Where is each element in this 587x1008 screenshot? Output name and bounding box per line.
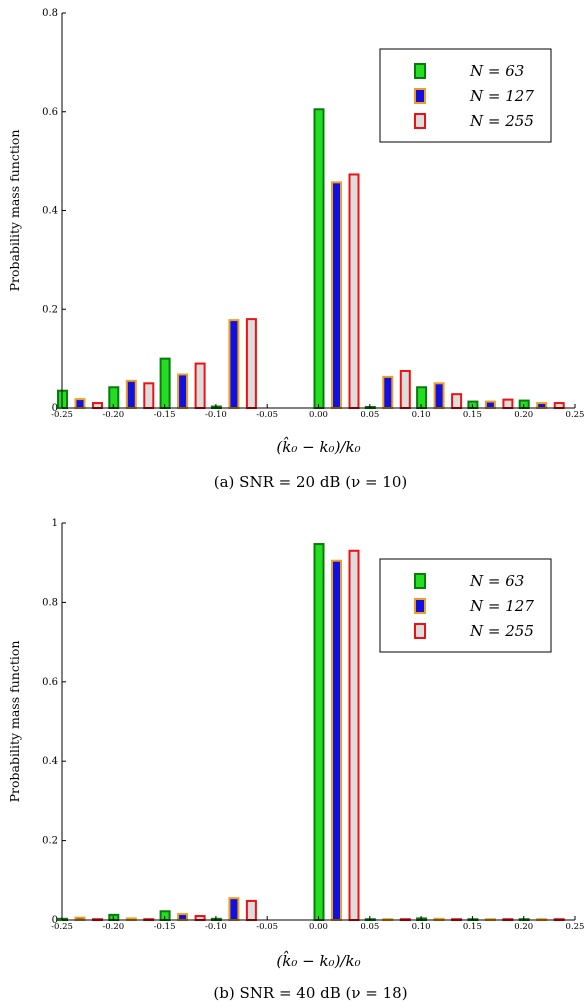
bar-0-2	[159, 357, 171, 410]
x-tick-label: 0.00	[309, 922, 328, 932]
bar-2-0	[92, 402, 103, 409]
legend: N = 63 N = 127 N = 255	[379, 48, 552, 143]
x-tick-label: 0.20	[514, 410, 533, 420]
bar-1-6	[382, 375, 394, 410]
y-tick-label: 1	[52, 518, 58, 529]
bar-1-0	[74, 398, 86, 409]
x-axis-label: (k̂₀ − k₀)/k₀	[276, 951, 360, 970]
x-tick-label: 0.15	[463, 410, 482, 420]
bar-1-5	[331, 559, 342, 922]
legend-label: N = 127	[469, 597, 534, 615]
y-tick-label: 0.4	[42, 206, 58, 217]
bar-1-5	[331, 181, 342, 409]
chart-panel-b: 0 0.2 0.4 0.6 0.8 1 -0.25 -0.20 -0.15 -0.10 -0.05 0…	[7, 518, 584, 1002]
bar-1-1	[125, 379, 137, 409]
legend-swatch	[414, 623, 426, 639]
bar-2-9	[553, 402, 565, 409]
x-tick-label: 0.25	[566, 922, 585, 932]
y-tick-label: 0	[52, 915, 58, 926]
x-tick-label: -0.10	[205, 922, 227, 932]
y-tick-label: 0.4	[42, 756, 58, 767]
bar-2-7	[451, 393, 463, 409]
bar-2-1	[143, 382, 155, 409]
y-axis-label: Probability mass function	[7, 130, 22, 292]
legend-box	[379, 48, 552, 143]
bar-1-2	[177, 913, 189, 921]
y-tick-label: 0	[52, 403, 58, 414]
bar-1-9	[536, 402, 548, 409]
legend-label: N = 255	[469, 622, 534, 640]
x-tick-label: 0.05	[360, 922, 379, 932]
bar-2-3	[245, 899, 257, 922]
y-tick-label: 0.6	[42, 107, 58, 118]
bar-0-5	[313, 543, 325, 921]
x-tick-label: -0.20	[102, 922, 124, 932]
x-tick-label: 0.15	[463, 922, 482, 932]
bar-2-5	[348, 549, 360, 921]
legend-box	[379, 558, 552, 653]
bar-2-2	[194, 915, 206, 922]
x-tick-label: -0.10	[205, 410, 227, 420]
x-tick-label: 0.20	[514, 922, 533, 932]
x-tick-label: -0.15	[154, 922, 176, 932]
y-tick-label: 0.8	[42, 597, 58, 608]
legend: N = 63 N = 127 N = 255	[379, 558, 552, 653]
panel-caption: (b) SNR = 40 dB (ν = 18)	[213, 984, 407, 1002]
legend-swatch	[414, 63, 426, 79]
legend-label: N = 63	[469, 62, 524, 80]
x-tick-label: -0.05	[256, 410, 278, 420]
bar-0-5	[313, 108, 325, 409]
y-tick-label: 0.2	[42, 836, 58, 847]
x-tick-label: -0.25	[51, 410, 73, 420]
x-tick-label: -0.20	[102, 410, 124, 420]
panel-caption: (a) SNR = 20 dB (ν = 10)	[214, 473, 407, 491]
legend-swatch	[414, 113, 426, 129]
legend-label: N = 255	[469, 112, 534, 130]
x-tick-label: 0.00	[309, 410, 328, 420]
bar-2-2	[194, 362, 206, 409]
bar-1-2	[177, 373, 189, 409]
x-axis-label: (k̂₀ − k₀)/k₀	[276, 437, 360, 456]
bar-2-8	[502, 398, 514, 409]
bar-1-3	[228, 897, 240, 921]
x-tick-label: 0.25	[566, 410, 585, 420]
bar-1-8	[484, 400, 496, 409]
y-tick-label: 0.8	[42, 8, 58, 19]
x-tick-label: 0.10	[412, 410, 431, 420]
bar-1-3	[228, 319, 240, 409]
x-tick-label: 0.10	[412, 922, 431, 932]
x-tick-label: -0.05	[256, 922, 278, 932]
legend-swatch	[414, 88, 426, 104]
x-tick-label: 0.05	[360, 410, 379, 420]
legend-label: N = 127	[469, 87, 534, 105]
x-tick-label: -0.25	[51, 922, 73, 932]
bar-1-7	[433, 382, 445, 409]
legend-label: N = 63	[469, 572, 524, 590]
legend-swatch	[414, 573, 426, 589]
chart-panel-a: 0 0.2 0.4 0.6 0.8 -0.25 -0.20 -0.15 -0.10 -0.05 0.…	[7, 8, 584, 491]
bar-2-5	[348, 173, 360, 409]
bar-2-3	[245, 318, 257, 410]
legend-swatch	[414, 598, 426, 614]
bar-2-6	[399, 369, 411, 409]
x-tick-label: -0.15	[154, 410, 176, 420]
y-tick-label: 0.2	[42, 304, 58, 315]
y-tick-label: 0.6	[42, 677, 58, 688]
y-axis-label: Probability mass function	[7, 641, 22, 803]
